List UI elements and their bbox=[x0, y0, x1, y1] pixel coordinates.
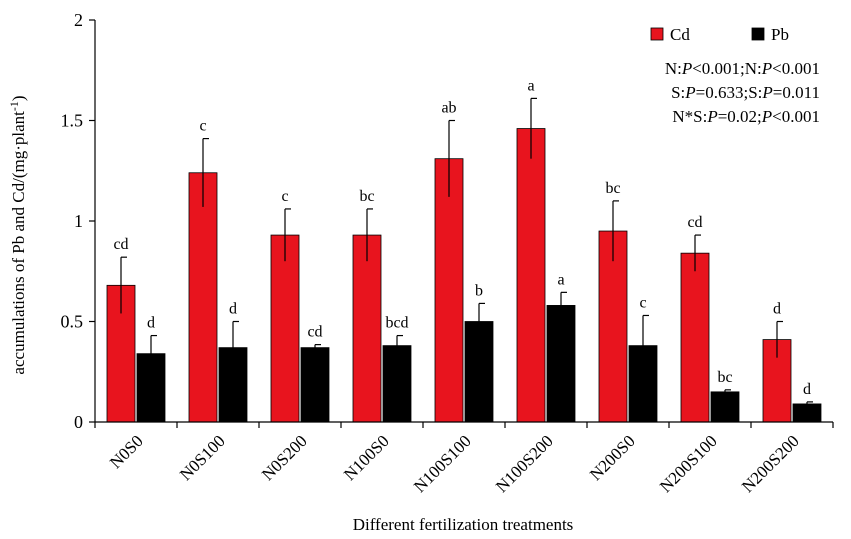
legend-swatch-pb bbox=[751, 27, 765, 41]
y-tick-label: 0.5 bbox=[61, 312, 84, 332]
x-category-label: N200S100 bbox=[656, 431, 721, 496]
statistics-text-part: P bbox=[684, 83, 695, 102]
significance-letter: c bbox=[639, 294, 646, 311]
y-tick-label: 1 bbox=[74, 211, 83, 231]
legend-label-pb: Pb bbox=[771, 25, 789, 44]
statistics-text-part: N: bbox=[665, 59, 682, 78]
statistics-text-part: <0.001 bbox=[772, 59, 820, 78]
significance-letter: d bbox=[773, 301, 781, 318]
significance-letter: ab bbox=[441, 100, 456, 117]
x-category-label: N200S200 bbox=[738, 431, 803, 496]
x-axis-title: Different fertilization treatments bbox=[353, 515, 574, 534]
bar-cd bbox=[434, 158, 464, 423]
significance-letter: bc bbox=[717, 369, 732, 386]
significance-letter: a bbox=[557, 271, 564, 288]
legend-label-cd: Cd bbox=[670, 25, 690, 44]
statistics-text-part: =0.011 bbox=[773, 83, 820, 102]
statistics-text-part: P bbox=[761, 59, 772, 78]
significance-letter: c bbox=[281, 188, 288, 205]
statistics-line: N*S:P=0.02;P<0.001 bbox=[672, 107, 820, 126]
statistics-line: N:P<0.001;N:P<0.001 bbox=[665, 59, 820, 78]
significance-letter: bc bbox=[359, 188, 374, 205]
legend: Cd Pb bbox=[650, 25, 789, 44]
statistics-line: S:P=0.633;S:P=0.011 bbox=[671, 83, 820, 102]
significance-letter: bc bbox=[605, 180, 620, 197]
x-category-label: N200S0 bbox=[586, 431, 639, 484]
statistics-text-part: P bbox=[761, 83, 772, 102]
y-tick-label: 0 bbox=[74, 412, 83, 432]
statistics-text-part: <0.001;N: bbox=[692, 59, 762, 78]
bar-pb bbox=[300, 347, 330, 423]
statistics-text-part: S: bbox=[671, 83, 685, 102]
bar-pb bbox=[218, 347, 248, 423]
statistics-text-part: P bbox=[681, 59, 692, 78]
bar-cd bbox=[188, 172, 218, 423]
bar-cd bbox=[516, 128, 546, 423]
legend-swatch-cd bbox=[650, 27, 664, 41]
statistics-text-part: N*S: bbox=[672, 107, 707, 126]
bar-pb bbox=[546, 305, 576, 423]
significance-letter: cd bbox=[113, 236, 128, 253]
significance-letter: d bbox=[229, 301, 237, 318]
bar-pb bbox=[382, 345, 412, 423]
statistics-text-part: P bbox=[706, 107, 717, 126]
y-tick-label: 1.5 bbox=[61, 111, 84, 131]
significance-letter: a bbox=[527, 77, 534, 94]
significance-letter: d bbox=[147, 315, 155, 332]
bar-cd bbox=[270, 234, 300, 423]
statistics-text-part: <0.001 bbox=[772, 107, 820, 126]
y-axis-title: accumulations of Pb and Cd/(mg·plant-1) bbox=[7, 95, 28, 374]
x-category-label: N0S0 bbox=[106, 431, 147, 472]
significance-letter: b bbox=[475, 282, 483, 299]
significance-letter: cd bbox=[307, 324, 322, 341]
bar-cd bbox=[680, 252, 710, 423]
statistics-text-part: =0.633;S: bbox=[696, 83, 763, 102]
significance-letter: bcd bbox=[385, 315, 408, 332]
y-tick-label: 2 bbox=[74, 10, 83, 30]
x-category-label: N0S200 bbox=[258, 431, 311, 484]
significance-letter: cd bbox=[687, 214, 702, 231]
significance-letter: d bbox=[803, 381, 811, 398]
x-category-label: N0S100 bbox=[176, 431, 229, 484]
x-category-label: N100S0 bbox=[340, 431, 393, 484]
statistics-text-part: P bbox=[761, 107, 772, 126]
statistics-text-part: =0.02; bbox=[718, 107, 762, 126]
x-category-label: N100S100 bbox=[410, 431, 475, 496]
bars bbox=[106, 97, 822, 423]
bar-pb bbox=[710, 391, 740, 423]
bar-cd bbox=[352, 234, 382, 423]
x-category-label: N100S200 bbox=[492, 431, 557, 496]
statistics-annotation: N:P<0.001;N:P<0.001S:P=0.633;S:P=0.011N*… bbox=[665, 59, 820, 126]
significance-letter: c bbox=[199, 118, 206, 135]
bar-pb bbox=[792, 403, 822, 423]
